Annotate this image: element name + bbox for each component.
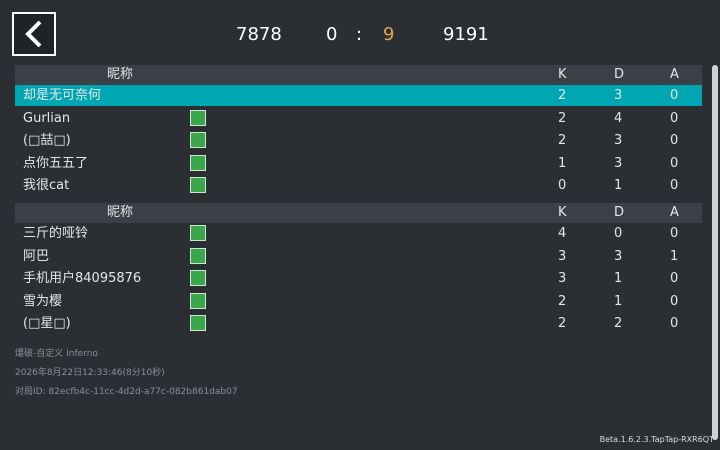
deaths: 3 [614, 133, 623, 148]
player-row[interactable]: (□星□) 2 2 0 [15, 313, 702, 334]
friend-icon [190, 315, 206, 331]
assists: 1 [670, 248, 679, 264]
player-row[interactable]: 却是无可奈何 2 3 0 [15, 85, 702, 106]
deaths: 1 [614, 293, 623, 309]
friend-icon [190, 132, 206, 148]
player-name: 点你五五了 [23, 155, 89, 171]
deaths: 2 [614, 316, 623, 331]
friend-icon [190, 270, 206, 286]
kills: 3 [558, 271, 567, 286]
assists: 0 [670, 316, 679, 331]
column-header: A [670, 205, 679, 220]
friend-icon [190, 177, 206, 193]
player-name: Gurlian [23, 110, 71, 126]
column-header: 昵称 [107, 67, 134, 82]
player-name: 却是无可奈何 [23, 88, 102, 103]
deaths: 3 [614, 88, 623, 103]
player-row[interactable]: 我很cat 0 1 0 [15, 175, 702, 196]
player-row[interactable]: 手机用户84095876 3 1 0 [15, 268, 702, 289]
right-score: 9191 [443, 24, 489, 45]
deaths: 4 [614, 110, 623, 126]
player-name: 雪为樱 [23, 293, 63, 309]
kills: 2 [558, 293, 567, 309]
left-score: 7878 [236, 24, 282, 45]
round-left: 0 [326, 24, 338, 45]
kills: 0 [558, 178, 567, 193]
deaths: 1 [614, 271, 623, 286]
separator: : [356, 24, 363, 45]
column-header: D [614, 67, 625, 82]
friend-icon [190, 247, 206, 264]
kills: 2 [558, 316, 567, 331]
player-row[interactable]: 点你五五了 1 3 0 [15, 153, 702, 174]
kills: 3 [558, 248, 567, 264]
deaths: 3 [614, 248, 623, 264]
friend-icon [190, 154, 206, 171]
match-id: 对局ID: 82ecfb4c-11cc-4d2d-a77c-082b861dab… [15, 387, 238, 397]
kills: 2 [558, 110, 567, 126]
assists: 0 [670, 155, 679, 171]
kills: 4 [558, 226, 567, 241]
time: 2026年8月22日12:33:46(8分10秒) [15, 368, 165, 378]
column-header: A [670, 67, 679, 82]
column-header: D [614, 205, 625, 220]
player-name: 阿巴 [23, 248, 50, 264]
assists: 0 [670, 271, 679, 286]
deaths: 3 [614, 155, 623, 171]
player-row[interactable]: 阿巴 3 3 1 [15, 246, 702, 267]
version: Beta.1.6.2.3.TapTap-RXR6QT [599, 435, 714, 444]
scrollbar[interactable] [712, 65, 718, 440]
assists: 0 [670, 88, 679, 103]
kills: 2 [558, 133, 567, 148]
player-row[interactable]: Gurlian 2 4 0 [15, 108, 702, 129]
assists: 0 [670, 133, 679, 148]
column-header: K [558, 67, 567, 82]
friend-icon [190, 109, 206, 126]
round-right: 9 [383, 24, 395, 45]
player-name: (□星□) [23, 316, 71, 331]
table-header: 昵称 K D A [15, 203, 702, 223]
assists: 0 [670, 293, 679, 309]
deaths: 1 [614, 178, 623, 193]
player-row[interactable]: (□喆□) 2 3 0 [15, 130, 702, 151]
player-row[interactable]: 雪为樱 2 1 0 [15, 291, 702, 312]
kills: 2 [558, 88, 567, 103]
assists: 0 [670, 226, 679, 241]
player-name: (□喆□) [23, 133, 71, 148]
assists: 0 [670, 110, 679, 126]
deaths: 0 [614, 226, 623, 241]
back-button[interactable] [12, 12, 56, 56]
mode: 爆破-自定义 Inferno [15, 349, 98, 359]
table-header: 昵称 K D A [15, 65, 702, 85]
kills: 1 [558, 155, 567, 171]
player-name: 我很cat [23, 178, 70, 193]
column-header: K [558, 205, 567, 220]
player-name: 三斤的哑铃 [23, 226, 89, 241]
friend-icon [190, 225, 206, 241]
friend-icon [190, 292, 206, 309]
player-row[interactable]: 三斤的哑铃 4 0 0 [15, 223, 702, 244]
player-name: 手机用户84095876 [23, 271, 142, 286]
assists: 0 [670, 178, 679, 193]
back-icon [25, 20, 42, 48]
column-header: 昵称 [107, 205, 134, 220]
